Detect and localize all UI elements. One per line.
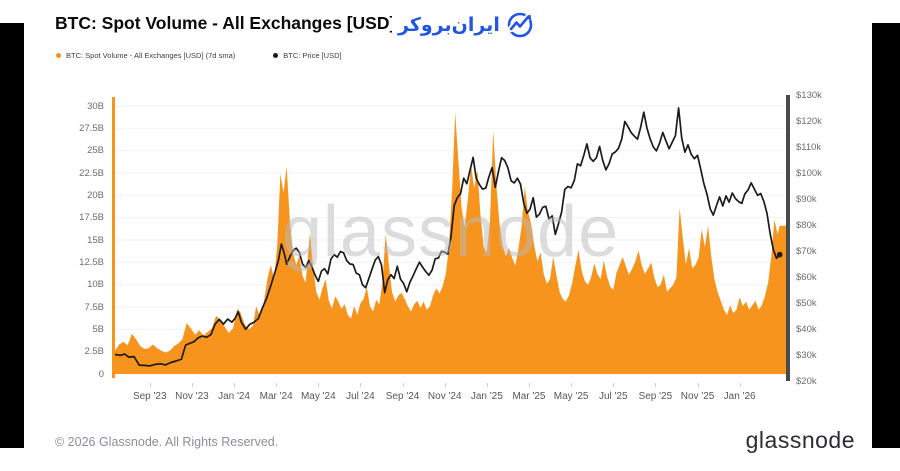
right-black-strip (872, 23, 900, 448)
x-axis-tick-mark (191, 383, 193, 387)
x-axis-tick-label: Jul '25 (598, 391, 628, 402)
glassnode-wordmark: glassnode (745, 427, 855, 453)
x-axis-tick-mark (655, 383, 657, 387)
right-axis-tick-label: $50k (796, 297, 817, 309)
x-axis-tick-mark (360, 383, 362, 387)
legend-label: BTC: Spot Volume - All Exchanges [USD] (… (66, 51, 236, 60)
x-axis-tick-label: Mar '25 (512, 391, 546, 402)
left-axis-tick-label: 22.5B (79, 167, 104, 179)
legend-item-price[interactable]: BTC: Price [USD] (273, 51, 342, 60)
right-axis-tick-label: $70k (796, 245, 817, 257)
x-axis-tick-mark (528, 383, 530, 387)
x-axis-tick-mark (402, 383, 404, 387)
right-axis-tick-label: $40k (796, 323, 817, 335)
right-axis-tick-label: $60k (796, 271, 817, 283)
right-axis-tick-label: $90k (796, 193, 817, 205)
left-axis-tick-label: 15B (87, 234, 104, 246)
right-axis-tick-label: $80k (796, 219, 817, 231)
left-black-strip (0, 23, 24, 448)
left-axis-tick-label: 20B (87, 189, 104, 201)
x-axis-tick-mark (276, 383, 278, 387)
legend-label: BTC: Price [USD] (283, 51, 342, 60)
iranbroker-logo-text: ایران‌بروکر (398, 14, 500, 36)
left-axis-tick-label: 12.5B (79, 256, 104, 268)
legend-item-spot-volume[interactable]: BTC: Spot Volume - All Exchanges [USD] (… (56, 51, 235, 60)
left-axis-tick-label: 30B (87, 100, 104, 112)
chart-title: BTC: Spot Volume - All Exchanges [USD] (… (55, 13, 395, 33)
x-axis-tick-mark (234, 383, 236, 387)
x-axis-tick-mark (697, 383, 699, 387)
chart-legend: BTC: Spot Volume - All Exchanges [USD] (… (56, 51, 342, 60)
left-axis-tick-label: 17.5B (79, 212, 104, 224)
x-axis-tick-label: Jan '25 (470, 391, 503, 402)
left-axis-tick-label: 2.5B (84, 346, 104, 358)
x-axis-tick-mark (149, 383, 151, 387)
left-axis-tick-label: 0 (98, 368, 104, 380)
left-axis-tick-label: 10B (87, 279, 104, 291)
x-axis-tick-label: Sep '23 (132, 391, 167, 402)
right-axis-tick-label: $20k (796, 375, 817, 387)
right-axis-tick-label: $120k (796, 115, 822, 127)
x-axis-tick-label: Jan '24 (218, 391, 250, 402)
x-axis-tick-label: Nov '25 (680, 391, 715, 402)
x-axis-tick-label: Sep '25 (638, 391, 673, 402)
x-axis-tick-mark (444, 383, 446, 387)
x-axis-tick-mark (613, 383, 615, 387)
x-axis-tick-label: Sep '24 (385, 391, 420, 402)
iranbroker-trend-circle-icon (505, 10, 535, 40)
x-axis-tick-label: May '25 (553, 391, 589, 402)
right-axis-tick-label: $110k (796, 141, 822, 153)
x-axis-tick-label: Nov '24 (427, 391, 462, 402)
right-axis-tick-label: $100k (796, 167, 822, 179)
x-axis-tick-label: Jan '26 (723, 391, 756, 402)
copyright-text: © 2026 Glassnode. All Rights Reserved. (55, 435, 279, 449)
right-axis-tick-label: $130k (796, 89, 822, 101)
left-axis-tick-label: 7.5B (84, 301, 104, 313)
x-axis-tick-label: Jul '24 (346, 391, 375, 402)
iranbroker-logo[interactable]: ایران‌بروکر (392, 9, 535, 41)
x-axis-tick-mark (318, 383, 320, 387)
right-axis-tick-label: $30k (796, 349, 817, 361)
x-axis-tick-label: Mar '24 (259, 391, 293, 402)
left-axis-tick-label: 27.5B (79, 122, 104, 134)
legend-dot-orange (56, 53, 61, 58)
x-axis-tick-mark (571, 383, 573, 387)
x-axis-tick-label: May '24 (300, 391, 336, 402)
x-axis-tick-label: Nov '23 (175, 391, 209, 402)
legend-dot-black (273, 53, 279, 58)
x-axis-tick-mark (486, 383, 488, 387)
left-axis-tick-label: 25B (87, 145, 104, 157)
x-axis-tick-mark (739, 383, 741, 387)
left-axis-tick-label: 5B (92, 323, 104, 335)
